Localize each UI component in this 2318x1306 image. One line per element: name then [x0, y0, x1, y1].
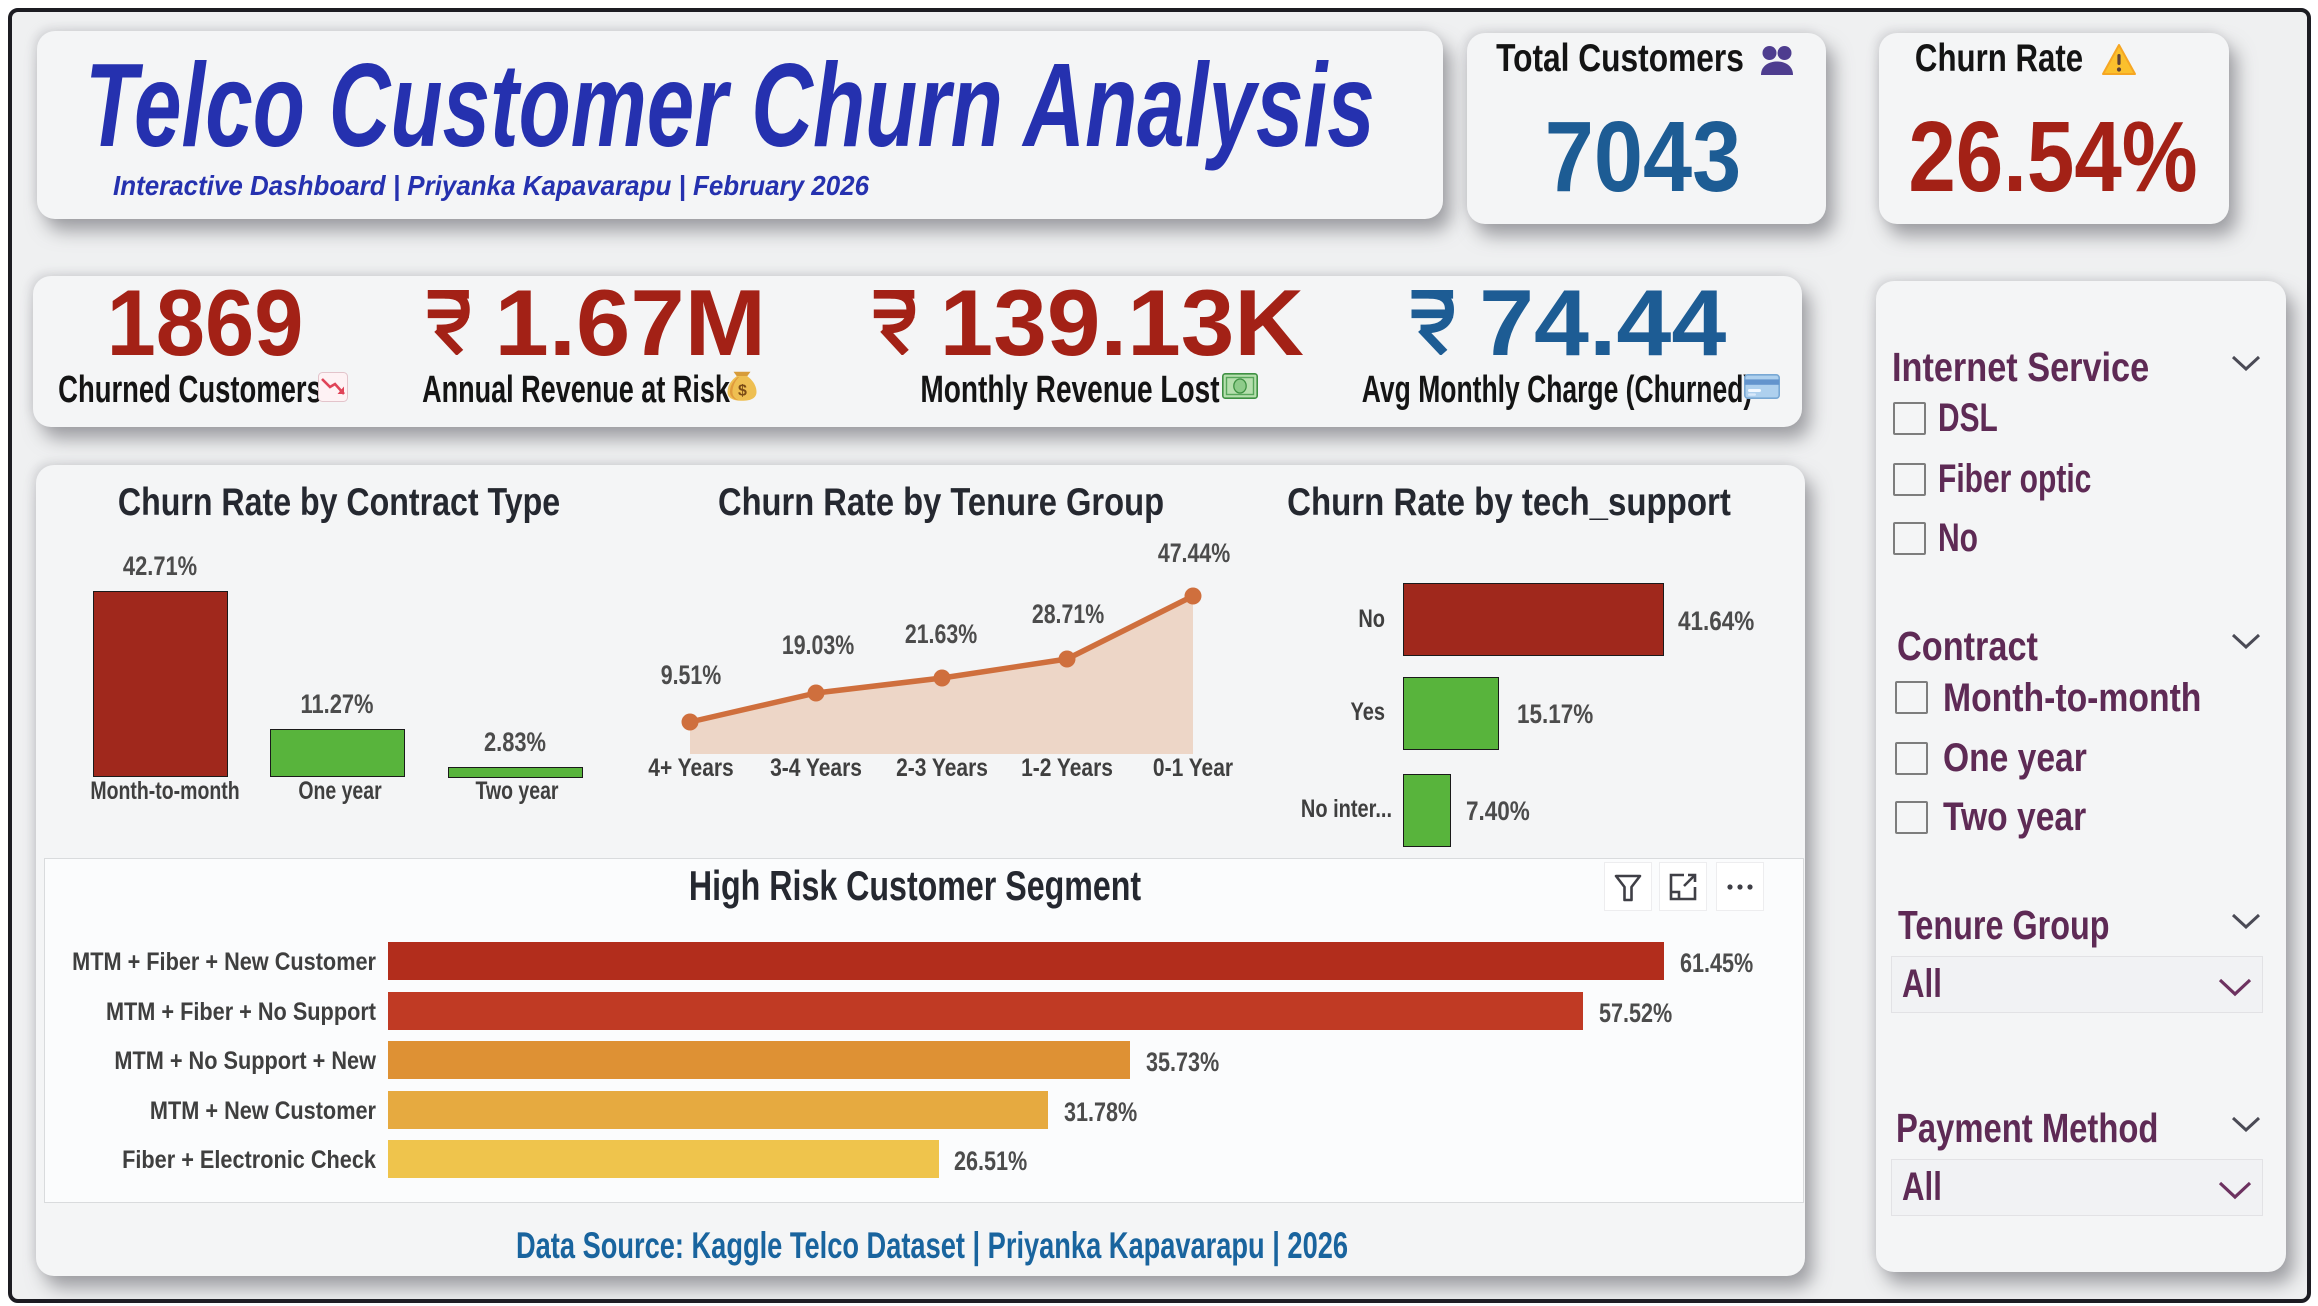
svg-text:$: $: [738, 383, 747, 400]
